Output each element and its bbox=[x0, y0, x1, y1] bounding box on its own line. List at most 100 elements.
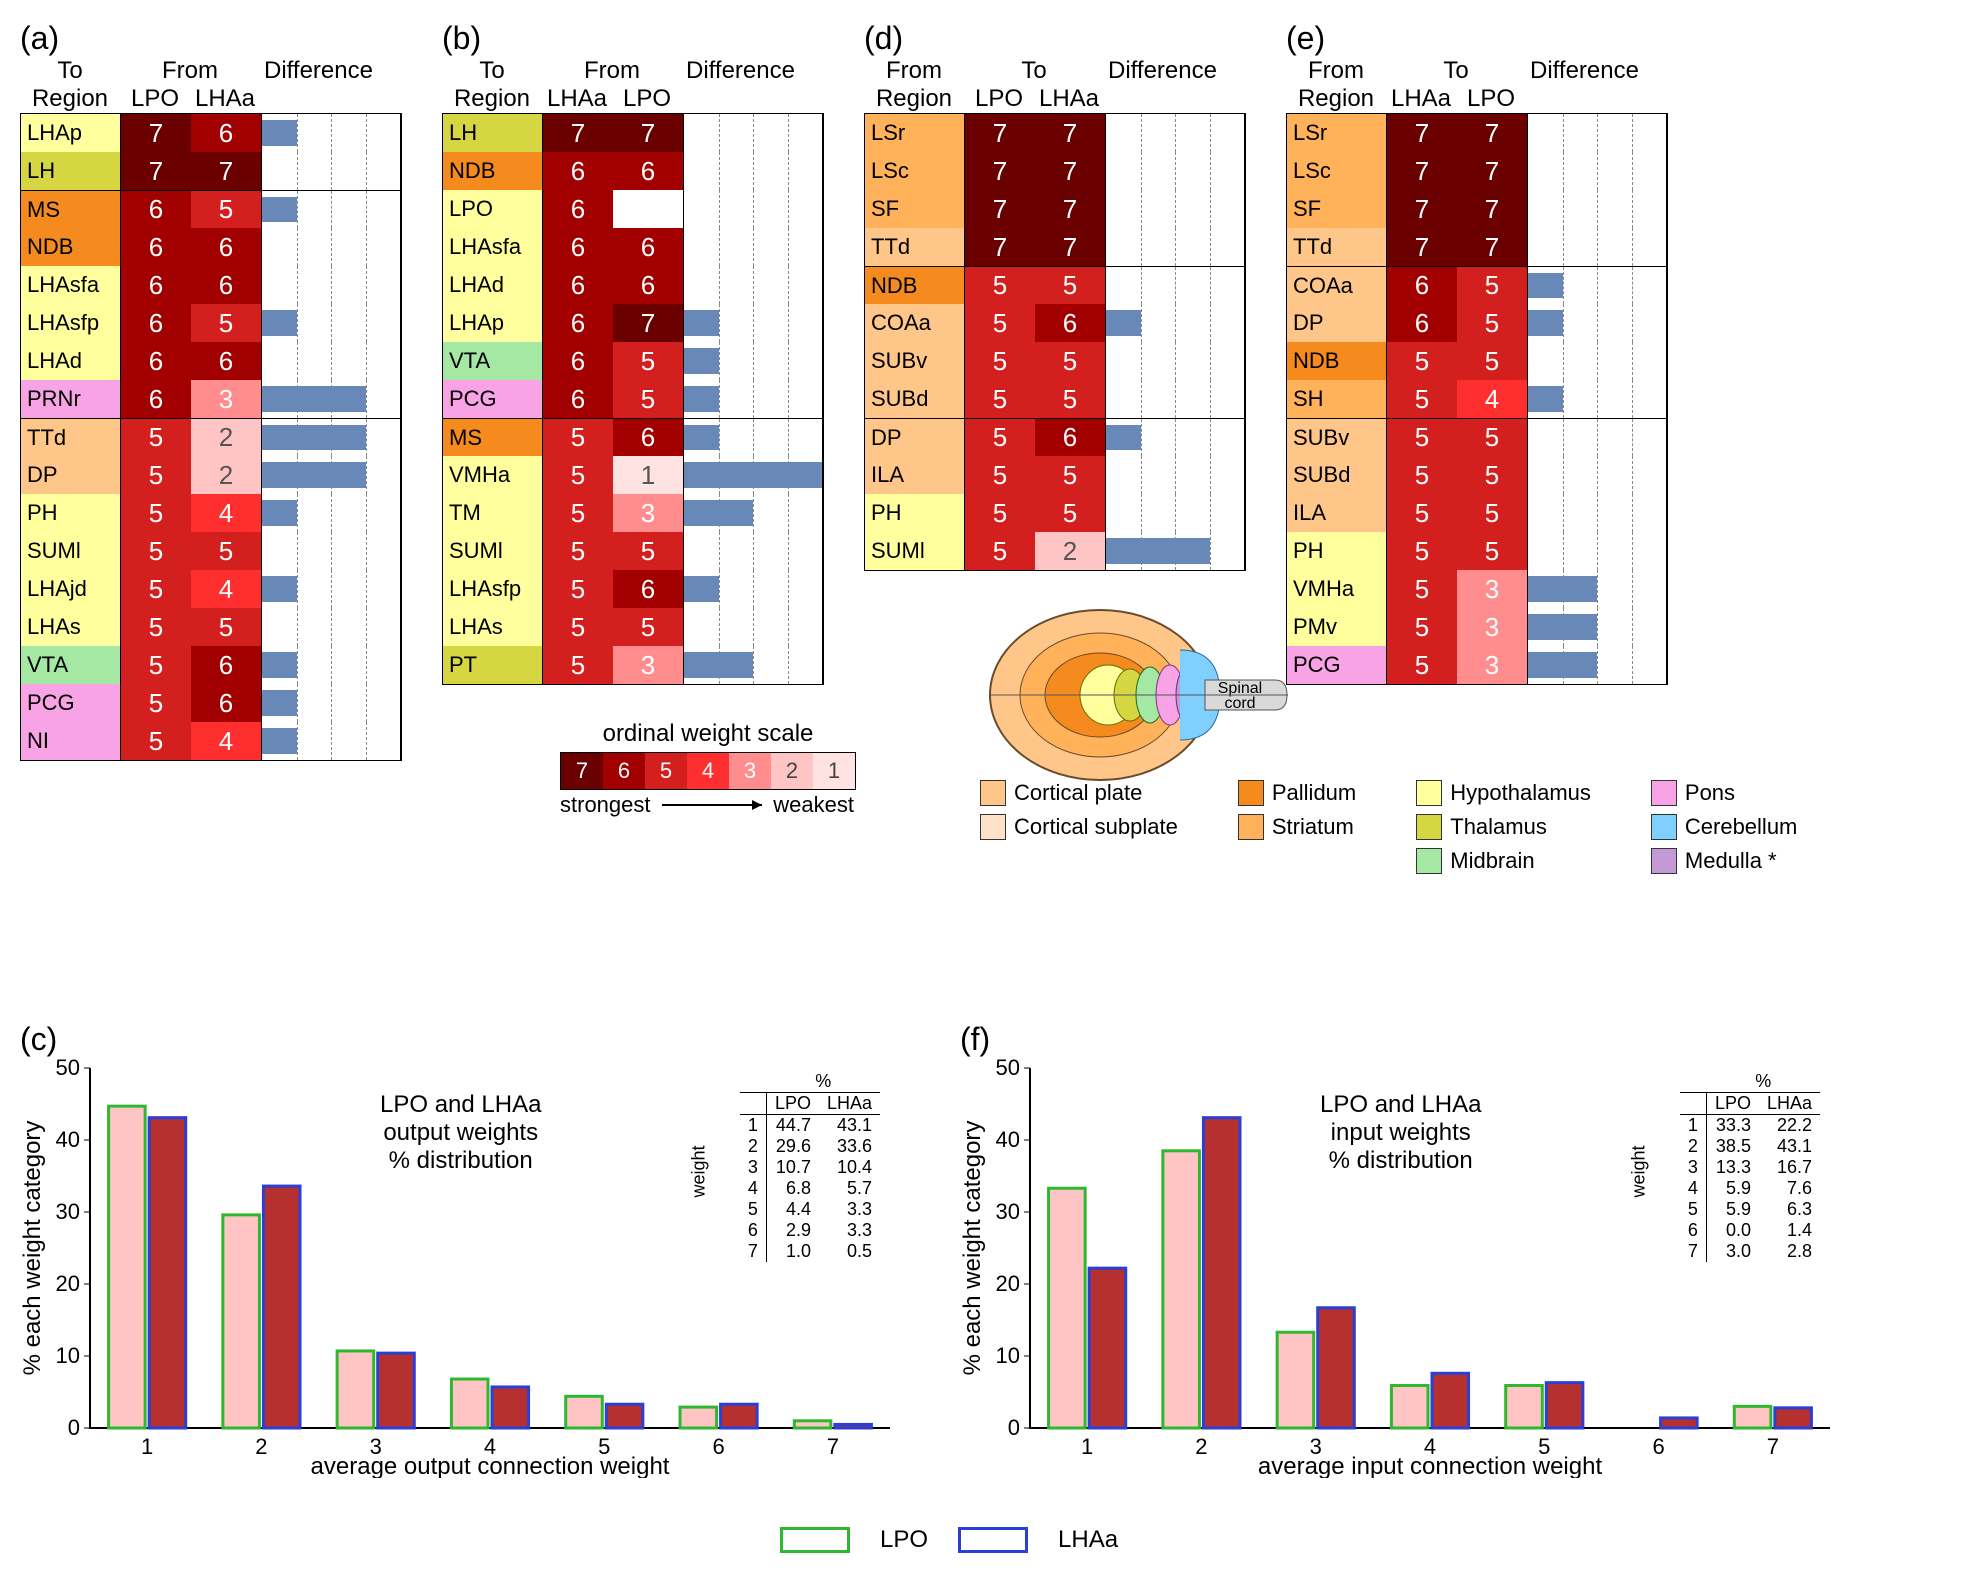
th-col2: LPO bbox=[612, 85, 682, 113]
value-cell: 5 bbox=[965, 304, 1035, 342]
value-cell: 6 bbox=[543, 228, 613, 266]
value-cell: 5 bbox=[191, 608, 261, 646]
weakest-label: weakest bbox=[773, 792, 854, 818]
value-cell: 5 bbox=[1457, 494, 1527, 532]
diff-bar bbox=[684, 348, 719, 374]
value-cell: 5 bbox=[1387, 380, 1457, 418]
series-legend: LPO LHAa bbox=[780, 1526, 1118, 1554]
table-row: LHAd66 bbox=[443, 266, 823, 304]
bar bbox=[1546, 1383, 1583, 1428]
diff-bar bbox=[684, 310, 719, 336]
diff-cell bbox=[261, 419, 401, 456]
region-cell: LSr bbox=[1287, 114, 1387, 152]
svg-text:30: 30 bbox=[996, 1199, 1020, 1224]
value-cell: 6 bbox=[1387, 267, 1457, 304]
bar bbox=[337, 1351, 374, 1428]
value-cell: 5 bbox=[965, 532, 1035, 570]
ordinal-box: 7 bbox=[561, 753, 603, 789]
bar bbox=[1049, 1188, 1086, 1428]
table-row: TTd52 bbox=[21, 418, 401, 456]
chart-c: (c)01020304050% each weight category1234… bbox=[20, 1021, 900, 1478]
diff-cell bbox=[1527, 228, 1667, 266]
value-cell: 5 bbox=[1387, 456, 1457, 494]
region-cell: MS bbox=[21, 191, 121, 228]
region-cell: PH bbox=[21, 494, 121, 532]
th-to: From Region bbox=[1286, 57, 1386, 113]
lhaa-swatch bbox=[958, 1527, 1028, 1553]
diff-bar bbox=[1528, 652, 1597, 678]
table-body: LSr77LSc77SF77TTd77COAa65DP65NDB55SH54SU… bbox=[1286, 113, 1668, 685]
bar bbox=[566, 1396, 603, 1428]
diff-cell bbox=[1105, 494, 1245, 532]
value-cell: 5 bbox=[1387, 532, 1457, 570]
region-cell: LHAjd bbox=[21, 570, 121, 608]
diff-cell bbox=[1527, 419, 1667, 456]
value-cell: 5 bbox=[1457, 304, 1527, 342]
region-cell: NDB bbox=[21, 228, 121, 266]
table-row: NDB66 bbox=[443, 152, 823, 190]
diff-cell bbox=[261, 494, 401, 532]
region-cell: VMHa bbox=[1287, 570, 1387, 608]
bar bbox=[794, 1421, 831, 1428]
region-cell: LH bbox=[443, 114, 543, 152]
region-legend-label: Pallidum bbox=[1272, 780, 1356, 806]
diff-cell bbox=[261, 152, 401, 190]
value-cell: 6 bbox=[121, 380, 191, 418]
value-cell: 5 bbox=[965, 267, 1035, 304]
diff-cell bbox=[683, 266, 823, 304]
diff-cell bbox=[1527, 342, 1667, 380]
bar bbox=[263, 1186, 300, 1428]
value-cell: 5 bbox=[1035, 380, 1105, 418]
value-cell: 6 bbox=[121, 266, 191, 304]
value-cell: 6 bbox=[121, 304, 191, 342]
table-row: PMv53 bbox=[1287, 608, 1667, 646]
th-diff: Difference bbox=[1104, 57, 1244, 113]
table-row: SUBv55 bbox=[1287, 418, 1667, 456]
region-cell: LHAs bbox=[21, 608, 121, 646]
svg-text:% each weight category: % each weight category bbox=[960, 1121, 986, 1376]
value-cell: 5 bbox=[1387, 342, 1457, 380]
th-from: To bbox=[964, 57, 1104, 85]
strongest-label: strongest bbox=[560, 792, 651, 818]
diff-cell bbox=[1527, 494, 1667, 532]
region-cell: PT bbox=[443, 646, 543, 684]
svg-text:0: 0 bbox=[1008, 1415, 1020, 1440]
value-cell: 5 bbox=[1035, 456, 1105, 494]
table-row: DP65 bbox=[1287, 304, 1667, 342]
value-cell: 5 bbox=[121, 684, 191, 722]
value-cell bbox=[613, 190, 683, 228]
diff-bar bbox=[262, 310, 297, 336]
diff-cell bbox=[683, 646, 823, 684]
th-col2: LHAa bbox=[190, 85, 260, 113]
value-cell: 3 bbox=[1457, 570, 1527, 608]
diff-cell bbox=[1527, 570, 1667, 608]
chart-title: LPO and LHAa output weights % distributi… bbox=[380, 1091, 541, 1175]
lpo-label: LPO bbox=[880, 1526, 928, 1554]
value-cell: 5 bbox=[121, 456, 191, 494]
svg-text:6: 6 bbox=[1652, 1434, 1664, 1459]
region-cell: LPO bbox=[443, 190, 543, 228]
table-row: COAa56 bbox=[865, 304, 1245, 342]
table-row: SF77 bbox=[865, 190, 1245, 228]
bar bbox=[1661, 1418, 1698, 1428]
value-cell: 6 bbox=[613, 266, 683, 304]
chart-title: LPO and LHAa input weights % distributio… bbox=[1320, 1091, 1481, 1175]
region-legend-label: Cerebellum bbox=[1685, 814, 1798, 840]
diff-cell bbox=[683, 532, 823, 570]
region-cell: SUBd bbox=[1287, 456, 1387, 494]
region-cell: DP bbox=[865, 419, 965, 456]
panel-label: (c) bbox=[20, 1021, 900, 1058]
diff-cell bbox=[683, 228, 823, 266]
value-cell: 5 bbox=[121, 722, 191, 760]
value-cell: 5 bbox=[1457, 456, 1527, 494]
value-cell: 5 bbox=[1035, 267, 1105, 304]
svg-text:1: 1 bbox=[141, 1434, 153, 1459]
svg-text:7: 7 bbox=[827, 1434, 839, 1459]
value-cell: 5 bbox=[191, 532, 261, 570]
mini-table: %LPOLHAa144.743.1229.633.6310.710.446.85… bbox=[740, 1071, 880, 1262]
diff-cell bbox=[261, 191, 401, 228]
value-cell: 6 bbox=[191, 228, 261, 266]
table-row: MS56 bbox=[443, 418, 823, 456]
diff-cell bbox=[261, 646, 401, 684]
value-cell: 5 bbox=[121, 608, 191, 646]
